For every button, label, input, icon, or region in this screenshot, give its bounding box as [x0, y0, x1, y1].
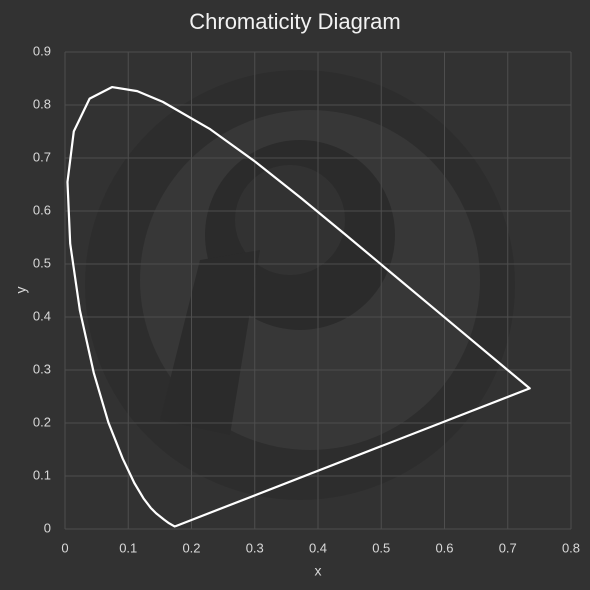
y-tick-label: 0 — [44, 520, 51, 535]
x-tick-label: 0.4 — [309, 540, 327, 555]
y-tick-label: 0.3 — [33, 361, 51, 376]
chart-title: Chromaticity Diagram — [189, 9, 401, 34]
x-tick-label: 0.2 — [182, 540, 200, 555]
x-axis-label: x — [315, 563, 322, 579]
x-tick-label: 0.3 — [246, 540, 264, 555]
y-tick-label: 0.5 — [33, 255, 51, 270]
y-tick-label: 0.1 — [33, 467, 51, 482]
x-tick-label: 0.7 — [499, 540, 517, 555]
y-tick-label: 0.2 — [33, 414, 51, 429]
x-tick-label: 0 — [61, 540, 68, 555]
locus-line — [66, 85, 531, 528]
y-axis-label: y — [13, 287, 29, 294]
y-tick-label: 0.8 — [33, 96, 51, 111]
x-tick-label: 0.5 — [372, 540, 390, 555]
y-tick-label: 0.9 — [33, 43, 51, 58]
x-tick-label: 0.8 — [562, 540, 580, 555]
watermark-shape — [160, 250, 260, 435]
y-tick-label: 0.7 — [33, 149, 51, 164]
watermark — [85, 70, 515, 500]
y-tick-label: 0.6 — [33, 202, 51, 217]
x-tick-label: 0.1 — [119, 540, 137, 555]
x-tick-label: 0.6 — [435, 540, 453, 555]
y-tick-label: 0.4 — [33, 308, 51, 323]
